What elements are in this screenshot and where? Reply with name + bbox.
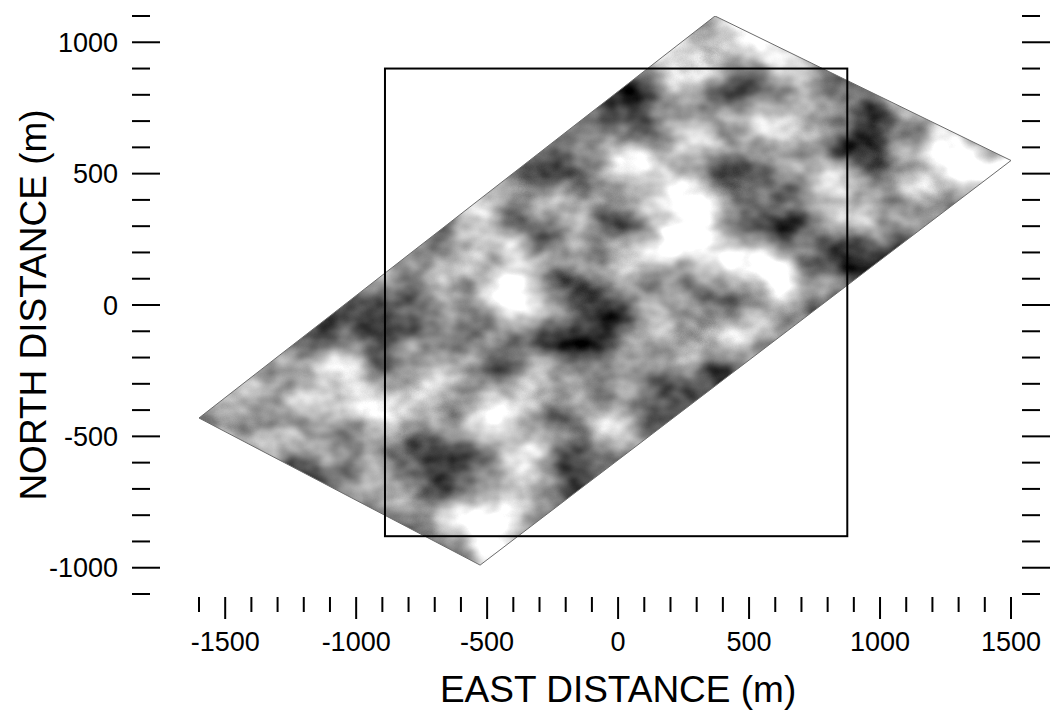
y-minor-tick-right	[1022, 409, 1040, 411]
x-minor-tick	[931, 597, 933, 612]
y-minor-tick-right	[1022, 15, 1040, 17]
y-minor-tick-right	[1022, 146, 1040, 148]
x-tick-label: 1500	[981, 627, 1041, 657]
y-minor-tick-right	[1022, 225, 1040, 227]
x-minor-tick	[827, 597, 829, 612]
swath-image	[199, 16, 1011, 594]
y-minor-tick-right	[1022, 357, 1040, 359]
x-minor-tick	[198, 597, 200, 612]
y-minor-tick-right	[1022, 514, 1040, 516]
y-minor-tick-right	[1022, 68, 1040, 70]
y-minor-tick	[132, 488, 150, 490]
x-tick	[486, 597, 488, 619]
y-tick-right	[1022, 41, 1050, 43]
axes: -1500 -1000 -500 0 500 1000 1500 -1000 -500 0 500 1…	[13, 16, 1050, 710]
plot-area	[199, 16, 1011, 594]
x-tick	[617, 597, 619, 619]
x-minor-tick	[512, 597, 514, 612]
y-minor-tick-right	[1022, 488, 1040, 490]
x-minor-tick	[329, 597, 331, 612]
x-tick	[879, 597, 881, 619]
x-minor-tick	[722, 597, 724, 612]
x-minor-tick	[643, 597, 645, 612]
y-tick	[132, 304, 160, 306]
y-axis-title: NORTH DISTANCE (m)	[13, 109, 54, 500]
x-tick	[355, 597, 357, 619]
y-minor-tick	[132, 383, 150, 385]
x-minor-tick	[800, 597, 802, 612]
y-tick-label: 0	[103, 291, 118, 321]
y-tick-right	[1022, 173, 1050, 175]
y-tick	[132, 567, 160, 569]
x-minor-tick	[696, 597, 698, 612]
x-minor-tick	[381, 597, 383, 612]
x-minor-tick	[905, 597, 907, 612]
y-minor-tick-right	[1022, 278, 1040, 280]
x-tick	[224, 597, 226, 619]
x-tick-label: 500	[727, 627, 772, 657]
y-minor-tick	[132, 593, 150, 595]
y-minor-tick-right	[1022, 330, 1040, 332]
y-tick-label: 500	[73, 159, 118, 189]
backscatter-texture	[199, 16, 1011, 594]
y-minor-tick	[132, 15, 150, 17]
figure: -1500 -1000 -500 0 500 1000 1500 -1000 -500 0 500 1…	[0, 0, 1055, 717]
y-minor-tick-right	[1022, 462, 1040, 464]
x-tick-label: -1500	[191, 627, 260, 657]
y-minor-tick-right	[1022, 383, 1040, 385]
y-minor-tick	[132, 409, 150, 411]
y-minor-tick	[132, 357, 150, 359]
x-tick-label: 1000	[850, 627, 910, 657]
y-minor-tick	[132, 330, 150, 332]
y-minor-tick	[132, 225, 150, 227]
y-minor-tick	[132, 199, 150, 201]
x-minor-tick	[277, 597, 279, 612]
y-minor-tick-right	[1022, 94, 1040, 96]
x-tick-label: -500	[460, 627, 514, 657]
x-minor-tick	[408, 597, 410, 612]
x-tick	[748, 597, 750, 619]
y-minor-tick	[132, 462, 150, 464]
survey-box	[385, 69, 847, 537]
x-tick-label: -1000	[322, 627, 391, 657]
y-minor-tick	[132, 68, 150, 70]
y-minor-tick	[132, 94, 150, 96]
x-minor-tick	[565, 597, 567, 612]
x-minor-tick	[774, 597, 776, 612]
y-tick-right	[1022, 435, 1050, 437]
x-minor-tick	[460, 597, 462, 612]
y-minor-tick-right	[1022, 199, 1040, 201]
y-tick	[132, 173, 160, 175]
x-minor-tick	[539, 597, 541, 612]
x-minor-tick	[434, 597, 436, 612]
x-tick	[1010, 597, 1012, 619]
y-minor-tick-right	[1022, 593, 1040, 595]
x-axis-title: EAST DISTANCE (m)	[440, 669, 796, 710]
y-minor-tick	[132, 278, 150, 280]
y-tick-label: 1000	[58, 28, 118, 58]
y-minor-tick	[132, 251, 150, 253]
x-minor-tick	[958, 597, 960, 612]
y-tick-right	[1022, 304, 1050, 306]
x-minor-tick	[853, 597, 855, 612]
x-minor-tick	[591, 597, 593, 612]
y-minor-tick-right	[1022, 120, 1040, 122]
swath-outline	[199, 16, 1011, 565]
y-tick	[132, 435, 160, 437]
y-minor-tick	[132, 120, 150, 122]
y-minor-tick	[132, 514, 150, 516]
y-tick-right	[1022, 567, 1050, 569]
y-minor-tick	[132, 540, 150, 542]
x-tick-label: 0	[611, 627, 626, 657]
y-tick-label: -500	[64, 422, 118, 452]
y-minor-tick	[132, 146, 150, 148]
x-minor-tick	[669, 597, 671, 612]
x-minor-tick	[984, 597, 986, 612]
y-tick-label: -1000	[49, 553, 118, 583]
x-minor-tick	[250, 597, 252, 612]
y-minor-tick-right	[1022, 251, 1040, 253]
x-minor-tick	[303, 597, 305, 612]
y-minor-tick-right	[1022, 540, 1040, 542]
y-tick	[132, 41, 160, 43]
